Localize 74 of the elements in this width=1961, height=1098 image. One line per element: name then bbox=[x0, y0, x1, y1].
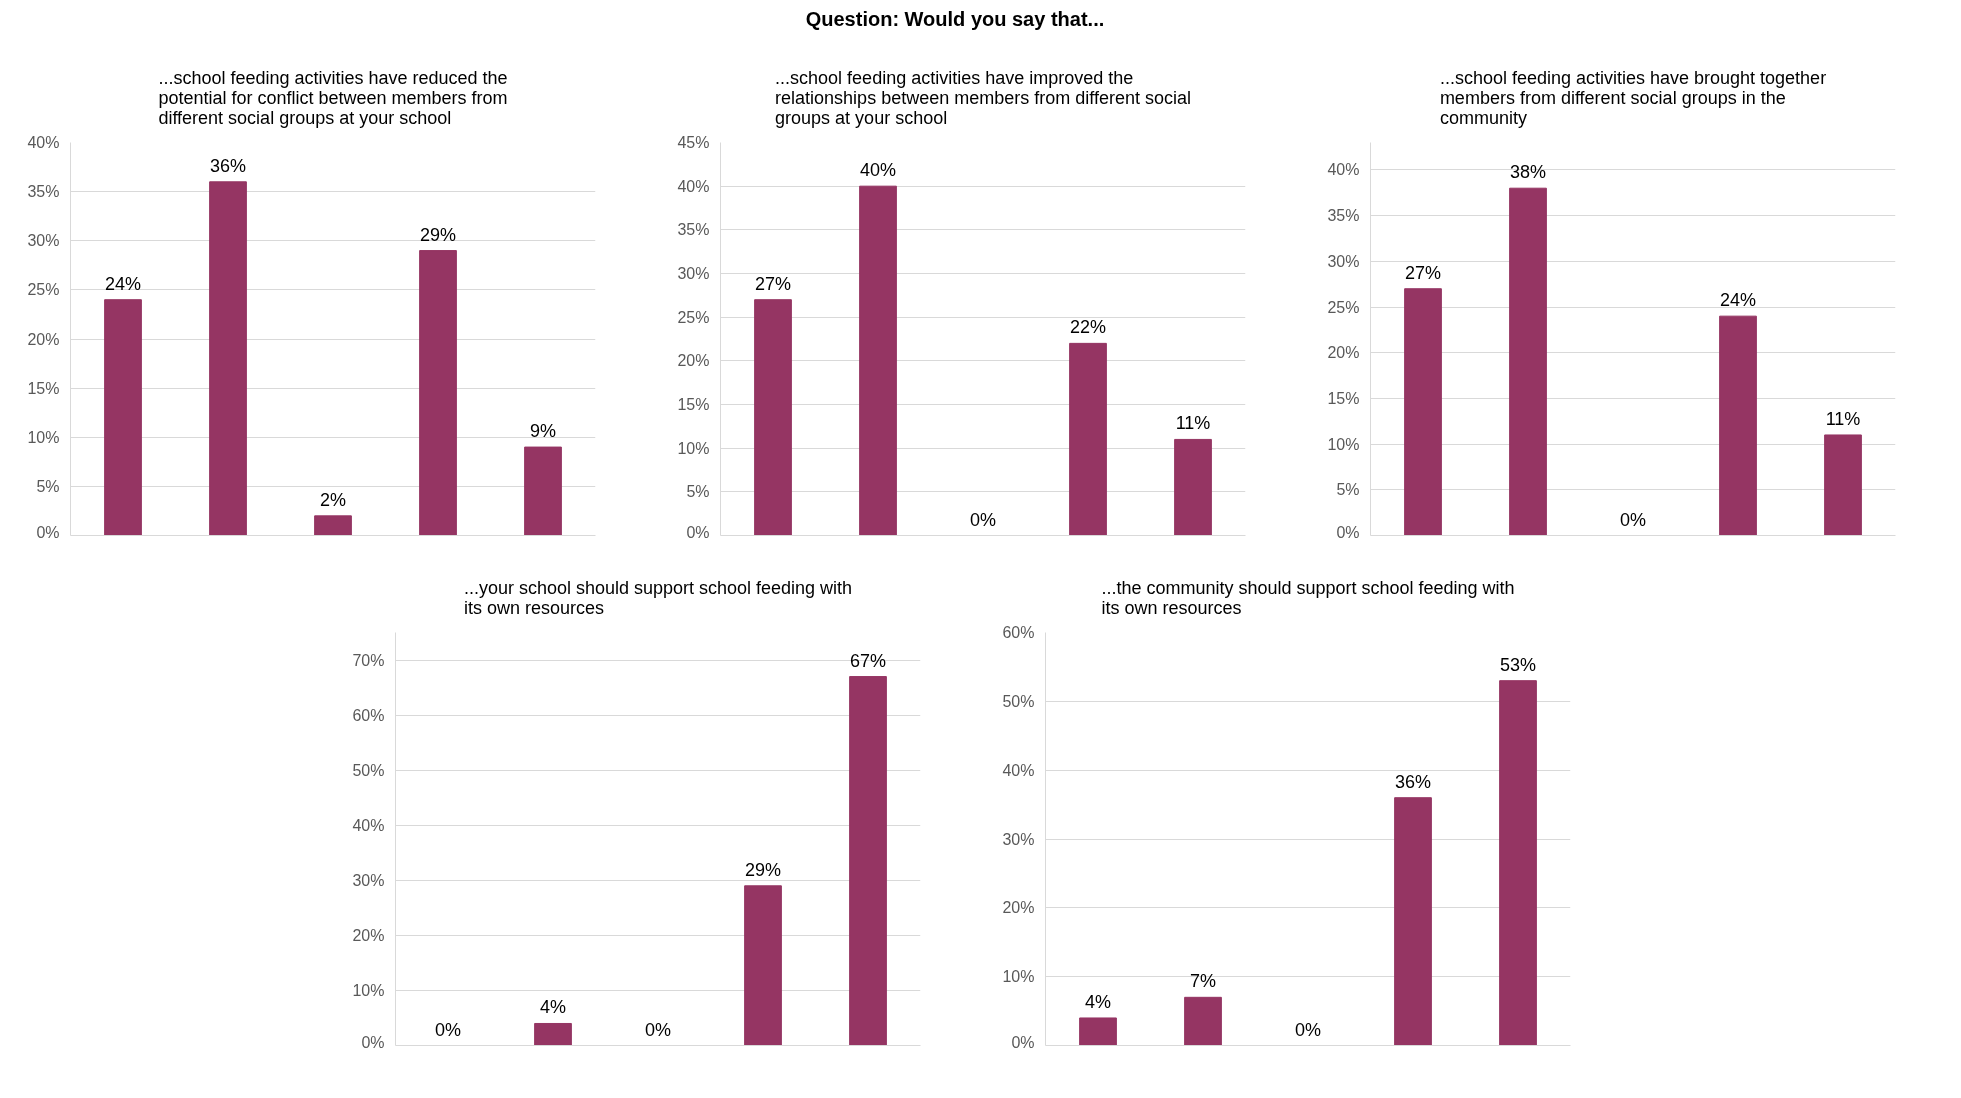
y-tick-label: 0% bbox=[686, 523, 710, 541]
y-tick-label: 10% bbox=[352, 981, 385, 999]
data-label: 29% bbox=[419, 224, 457, 245]
y-tick-label: 25% bbox=[27, 281, 60, 299]
data-label: 67% bbox=[849, 650, 887, 671]
data-label: 7% bbox=[1189, 971, 1217, 992]
data-label: 36% bbox=[1394, 771, 1432, 792]
y-tick-label: 30% bbox=[352, 871, 385, 889]
y-tick-label: 40% bbox=[1327, 161, 1360, 179]
chart-title: ...your school should support school feeding with its own resources bbox=[463, 577, 853, 618]
chart-title: ...school feeding activities have reduced the potential for conflict between members from different social groups at your school bbox=[158, 67, 508, 128]
data-label: 0% bbox=[1294, 1019, 1322, 1040]
y-tick-label: 25% bbox=[677, 308, 710, 326]
y-tick-label: 40% bbox=[27, 134, 60, 151]
data-label: 0% bbox=[644, 1019, 672, 1040]
y-tick-label: 60% bbox=[352, 706, 385, 724]
y-tick-label: 10% bbox=[1327, 435, 1360, 453]
y-tick-label: 10% bbox=[677, 439, 710, 457]
y-tick-label: 0% bbox=[1011, 1033, 1035, 1051]
y-tick-label: 30% bbox=[1327, 252, 1360, 270]
y-tick-label: 50% bbox=[1002, 692, 1035, 710]
text: Question: Would you say that... bbox=[805, 7, 1105, 32]
y-tick-label: 5% bbox=[36, 477, 60, 495]
data-label: 38% bbox=[1509, 162, 1547, 183]
y-tick-label: 40% bbox=[677, 177, 710, 195]
data-label: 24% bbox=[1719, 290, 1757, 311]
data-label: 24% bbox=[104, 273, 142, 294]
y-tick-label: 0% bbox=[361, 1033, 385, 1051]
data-label: 0% bbox=[434, 1019, 462, 1040]
y-tick-label: 35% bbox=[1327, 207, 1360, 225]
y-tick-label: 60% bbox=[1002, 624, 1035, 641]
y-tick-label: 0% bbox=[36, 523, 60, 541]
data-label: 2% bbox=[319, 489, 347, 510]
data-label: 0% bbox=[1619, 509, 1647, 530]
data-label: 40% bbox=[859, 160, 897, 181]
y-tick-label: 20% bbox=[352, 926, 385, 944]
y-tick-label: 15% bbox=[1327, 389, 1360, 407]
y-tick-label: 20% bbox=[27, 330, 60, 348]
y-tick-label: 25% bbox=[1327, 298, 1360, 316]
chart-title: ...the community should support school feeding with its own resources bbox=[1101, 577, 1515, 618]
y-tick-label: 40% bbox=[352, 816, 385, 834]
data-label: 36% bbox=[209, 155, 247, 176]
y-tick-label: 5% bbox=[686, 483, 710, 501]
y-tick-label: 30% bbox=[1002, 830, 1035, 848]
y-tick-label: 20% bbox=[1002, 899, 1035, 917]
data-label: 27% bbox=[754, 273, 792, 294]
data-label: 29% bbox=[744, 859, 782, 880]
chart-title: ...school feeding activities have improved the relationships between members from different social groups at your school bbox=[775, 67, 1191, 128]
y-tick-label: 10% bbox=[1002, 968, 1035, 986]
data-label: 53% bbox=[1499, 654, 1537, 675]
data-label: 9% bbox=[529, 421, 557, 442]
data-label: 0% bbox=[969, 509, 997, 530]
y-tick-label: 30% bbox=[677, 265, 710, 282]
y-tick-label: 40% bbox=[1002, 761, 1035, 779]
y-tick-label: 45% bbox=[677, 134, 710, 151]
y-tick-label: 20% bbox=[1327, 344, 1360, 362]
y-tick-label: 50% bbox=[352, 761, 385, 779]
y-tick-label: 70% bbox=[352, 651, 385, 669]
data-label: 4% bbox=[539, 997, 567, 1018]
y-tick-label: 35% bbox=[27, 183, 60, 201]
data-label: 11% bbox=[1825, 408, 1861, 429]
y-tick-label: 5% bbox=[1336, 481, 1360, 499]
y-tick-label: 20% bbox=[677, 352, 710, 370]
data-label: 11% bbox=[1175, 413, 1211, 434]
y-tick-label: 0% bbox=[1336, 523, 1360, 541]
data-label: 27% bbox=[1404, 262, 1442, 283]
data-label: 4% bbox=[1084, 991, 1112, 1012]
y-tick-label: 15% bbox=[677, 396, 710, 413]
y-tick-label: 35% bbox=[677, 221, 710, 239]
chart-title: ...school feeding activities have brought together members from different social groups in the community bbox=[1439, 67, 1827, 128]
y-tick-label: 10% bbox=[27, 428, 60, 446]
data-label: 22% bbox=[1069, 317, 1107, 338]
y-tick-label: 30% bbox=[27, 232, 60, 250]
y-tick-label: 15% bbox=[27, 379, 60, 397]
